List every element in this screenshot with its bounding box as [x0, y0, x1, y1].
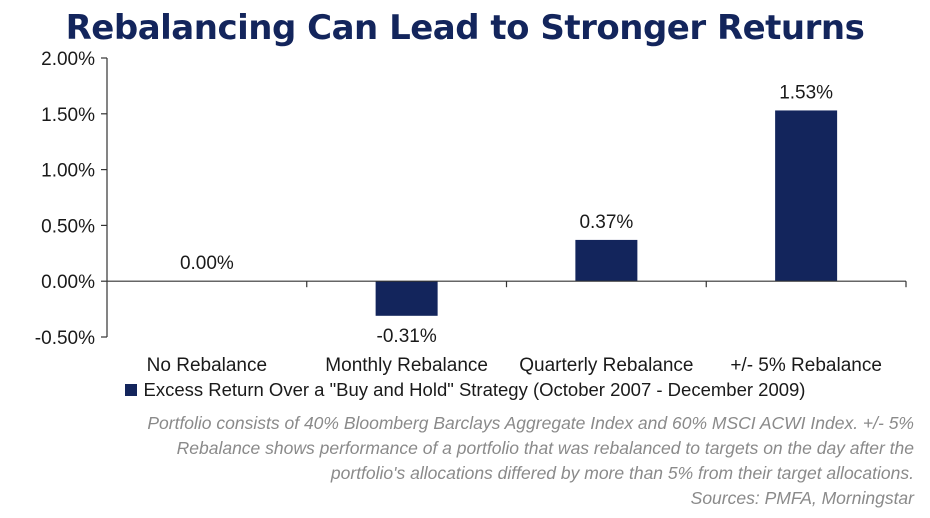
data-label: 0.00%	[180, 253, 234, 274]
bar	[575, 239, 638, 282]
bars	[375, 110, 838, 316]
bar	[375, 281, 438, 316]
footnote: Portfolio consists of 40% Bloomberg Barc…	[34, 411, 914, 511]
data-label: -0.31%	[377, 326, 437, 347]
data-label: 0.37%	[579, 212, 633, 233]
footnote-line: Rebalance shows performance of a portfol…	[176, 438, 914, 458]
data-label: 1.53%	[779, 82, 833, 103]
data-labels: 0.00% -0.31% 0.37% 1.53%	[180, 82, 833, 346]
footnote-line: portfolio's allocations differed by more…	[330, 463, 914, 483]
footnote-sources: Sources: PMFA, Morningstar	[690, 488, 914, 508]
chart-title: Rebalancing Can Lead to Stronger Returns	[65, 8, 865, 48]
y-tick-label: 0.00%	[41, 272, 95, 293]
legend: Excess Return Over a "Buy and Hold" Stra…	[0, 379, 930, 401]
bar	[775, 110, 838, 282]
legend-label: Excess Return Over a "Buy and Hold" Stra…	[143, 379, 806, 400]
footnote-line: Portfolio consists of 40% Bloomberg Barc…	[147, 413, 914, 433]
axes	[106, 58, 907, 337]
y-tick-label: -0.50%	[35, 328, 95, 349]
x-tick-label: No Rebalance	[147, 355, 267, 376]
y-tick-label: 0.50%	[41, 216, 95, 237]
x-tick-label: Quarterly Rebalance	[519, 355, 693, 376]
y-tick-label: 1.00%	[41, 161, 95, 182]
category-labels: No Rebalance Monthly Rebalance Quarterly R…	[147, 355, 882, 376]
x-tick-label: Monthly Rebalance	[325, 355, 488, 376]
y-tick-label: 1.50%	[41, 105, 95, 126]
y-tick-label: 2.00%	[41, 49, 95, 70]
y-axis-ticks: 2.00% 1.50% 1.00% 0.50% 0.00% -0.50%	[35, 49, 107, 349]
legend-swatch-icon	[124, 384, 137, 396]
x-tick-label: +/- 5% Rebalance	[730, 355, 882, 376]
